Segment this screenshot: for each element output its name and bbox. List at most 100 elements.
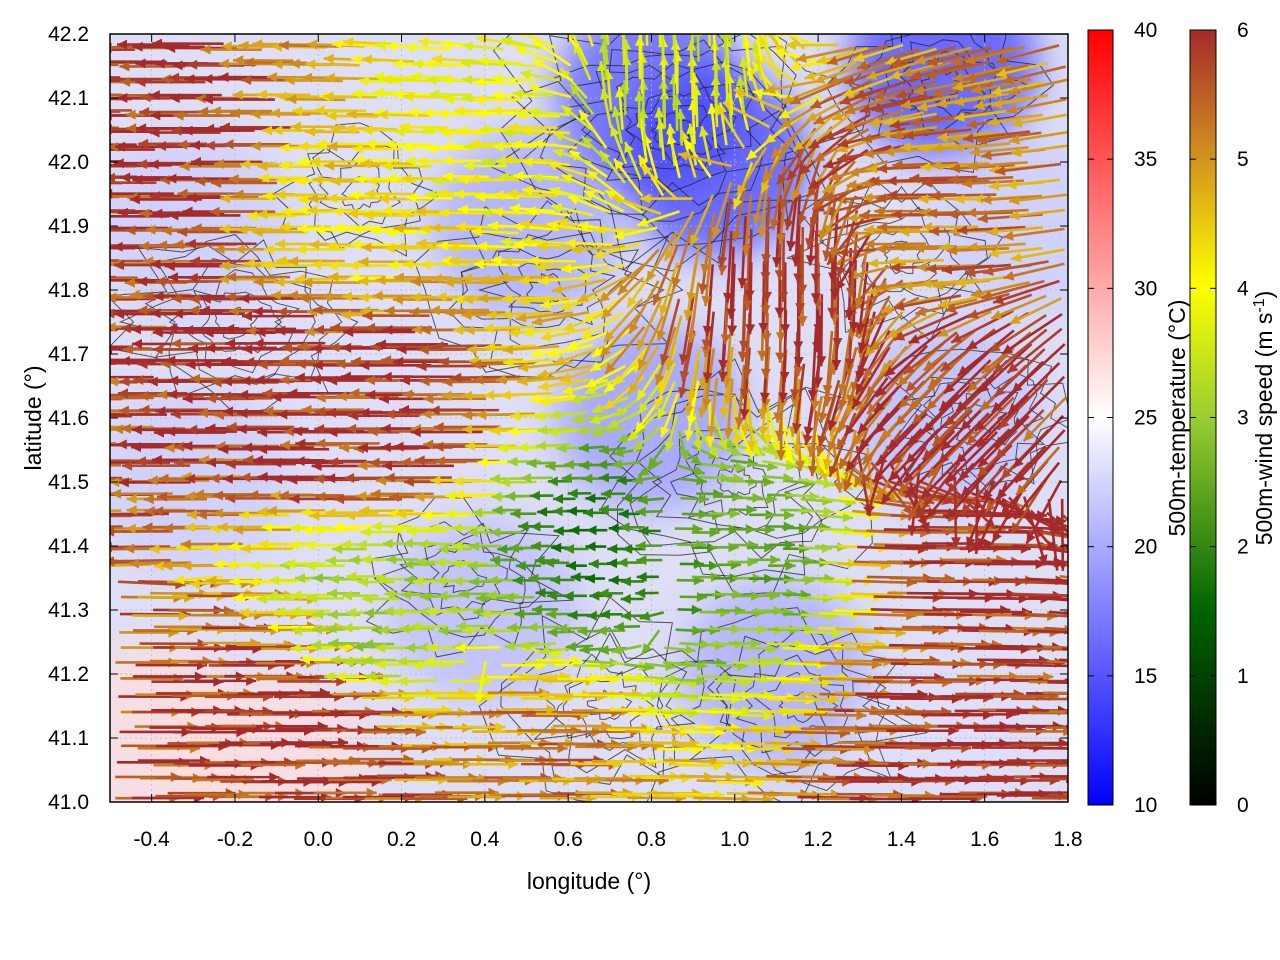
wind-vector — [1044, 626, 1068, 631]
wind-vector-head — [257, 506, 268, 517]
wind-vector-head — [291, 590, 302, 601]
wind-vector-head — [475, 593, 486, 604]
wind-vector-head — [784, 539, 795, 550]
wind-vector-head — [932, 280, 944, 291]
wind-vector-head — [214, 158, 224, 169]
wind-vector-head — [97, 275, 107, 285]
wind-vector-head — [567, 488, 578, 499]
wind-vector-head — [126, 505, 137, 516]
wind-vector-head — [412, 660, 423, 671]
wind-vector-head — [138, 390, 149, 401]
wind-vector-head — [604, 330, 615, 342]
terrain-contour — [899, 51, 986, 120]
wind-vector-head — [566, 560, 576, 571]
wind-vector-head — [877, 454, 888, 466]
wind-vector-head — [807, 446, 817, 457]
wind-vector-head — [356, 491, 367, 501]
wind-vector — [957, 428, 1011, 482]
wind-vector — [974, 482, 979, 555]
wind-vector-head — [384, 409, 395, 420]
wind-vector-head — [414, 455, 425, 466]
wind-vector-head — [110, 322, 116, 333]
wind-vector-head — [506, 188, 517, 199]
wind-vector-head — [622, 493, 633, 504]
wind-vector-head — [503, 357, 514, 368]
wind-vector-head — [640, 193, 651, 204]
wind-vector-head — [498, 272, 509, 283]
wind-vector-head — [444, 508, 455, 519]
wind-vector-head — [67, 393, 77, 403]
wind-vector-head — [287, 388, 298, 399]
wind-vector-head — [817, 435, 827, 447]
wind-vector-head — [55, 178, 65, 188]
wind-vector-head — [539, 396, 550, 407]
wind-vector-head — [867, 286, 878, 296]
wind-vector-head — [570, 572, 581, 583]
wind-vector-head — [1071, 772, 1081, 782]
wind-vector-head — [65, 322, 75, 332]
wind-vector-head — [605, 362, 616, 374]
wind-vector-head — [385, 227, 396, 238]
wind-vector — [794, 194, 802, 267]
wind-vector-head — [569, 150, 581, 161]
wind-vector — [1003, 262, 1065, 280]
wind-vector — [960, 461, 1009, 515]
wind-vector-head — [315, 438, 326, 449]
wind-vector-head — [902, 280, 913, 291]
wind-vector-head — [563, 459, 575, 470]
wind-vector-head — [375, 275, 386, 286]
wind-vector-head — [938, 298, 949, 309]
wind-vector-head — [137, 159, 147, 170]
wind-vector-head — [302, 525, 313, 536]
wind-vector-head — [402, 538, 413, 549]
wind-vector — [704, 244, 713, 307]
wind-vector — [946, 246, 1010, 253]
wind-vector-head — [510, 508, 521, 519]
wind-vector-head — [349, 555, 360, 565]
terrain-contour — [519, 34, 815, 247]
wind-vector-head — [563, 321, 575, 331]
wind-vector-head — [929, 226, 940, 237]
wind-vector-head — [463, 294, 474, 305]
wind-vector-head — [257, 359, 268, 370]
wind-vector-head — [88, 90, 98, 100]
wind-vector-head — [791, 256, 802, 267]
wind-vector-head — [568, 195, 580, 205]
wind-vector-head — [945, 415, 956, 427]
wind-vector-head — [363, 639, 374, 650]
wind-vector-head — [795, 639, 806, 650]
wind-vector-head — [334, 222, 345, 233]
wind-vector-head — [324, 160, 335, 171]
wind-vector-head — [328, 457, 339, 468]
wind-vector-head — [129, 194, 140, 205]
wind-vector-head — [443, 277, 454, 288]
wind-vector-head — [1057, 560, 1068, 571]
wind-vector-head — [908, 435, 919, 446]
wind-vector-head — [346, 571, 357, 582]
wind-vector — [994, 409, 1045, 460]
wind-vector-head — [341, 342, 352, 353]
wind-vector-head — [858, 210, 869, 221]
wind-vector-head — [200, 293, 211, 304]
terrain-contour — [319, 160, 402, 228]
wind-vector-head — [760, 368, 771, 379]
wind-vector — [876, 412, 928, 467]
wind-vector-head — [184, 473, 195, 484]
wind-vector-head — [583, 312, 595, 322]
wind-vector-head — [716, 104, 727, 116]
wind-vector — [1025, 544, 1068, 551]
wind-vector — [442, 380, 507, 384]
wind-vector-head — [992, 531, 1002, 543]
wind-vector-head — [741, 705, 752, 716]
wind-vector-head — [530, 490, 540, 501]
wind-vector-head — [605, 190, 617, 200]
wind-vector-head — [309, 239, 320, 250]
wind-vector-head — [620, 594, 631, 604]
wind-vector-head — [177, 139, 188, 150]
wind-vector-head — [229, 576, 240, 587]
wind-vector-head — [173, 457, 184, 468]
wind-vector-head — [744, 290, 755, 301]
wind-vector-head — [314, 406, 325, 417]
wind-vector-head — [214, 410, 224, 420]
wind-vector-head — [628, 430, 639, 441]
